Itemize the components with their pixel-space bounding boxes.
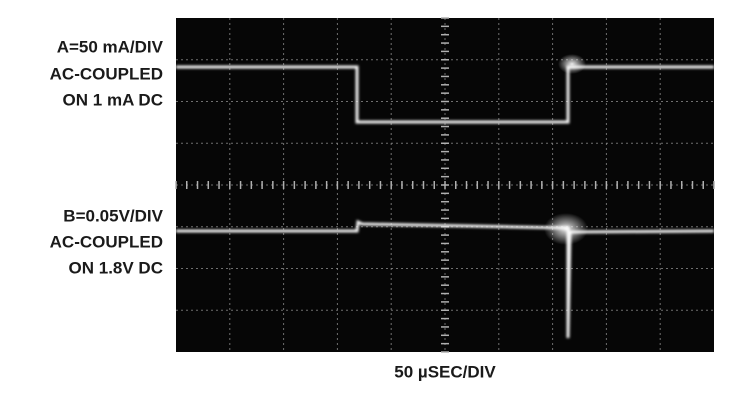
channel-b-label: B=0.05V/DIV (63, 206, 163, 225)
trace-b (176, 219, 715, 339)
channel-a-label: ON 1 mA DC (63, 90, 163, 109)
time-scale-label: 50 µSEC/DIV (394, 362, 496, 381)
traces (176, 65, 715, 339)
channel-b-label: ON 1.8V DC (69, 258, 163, 277)
trace-a (176, 65, 714, 124)
channel-a-label: A=50 mA/DIV (57, 37, 164, 56)
trace-a-glow (558, 54, 586, 74)
channel-b-label: AC-COUPLED (50, 232, 163, 251)
trace-b-glow (544, 213, 588, 245)
channel-a-label: AC-COUPLED (50, 64, 163, 83)
graticule (175, 17, 715, 353)
